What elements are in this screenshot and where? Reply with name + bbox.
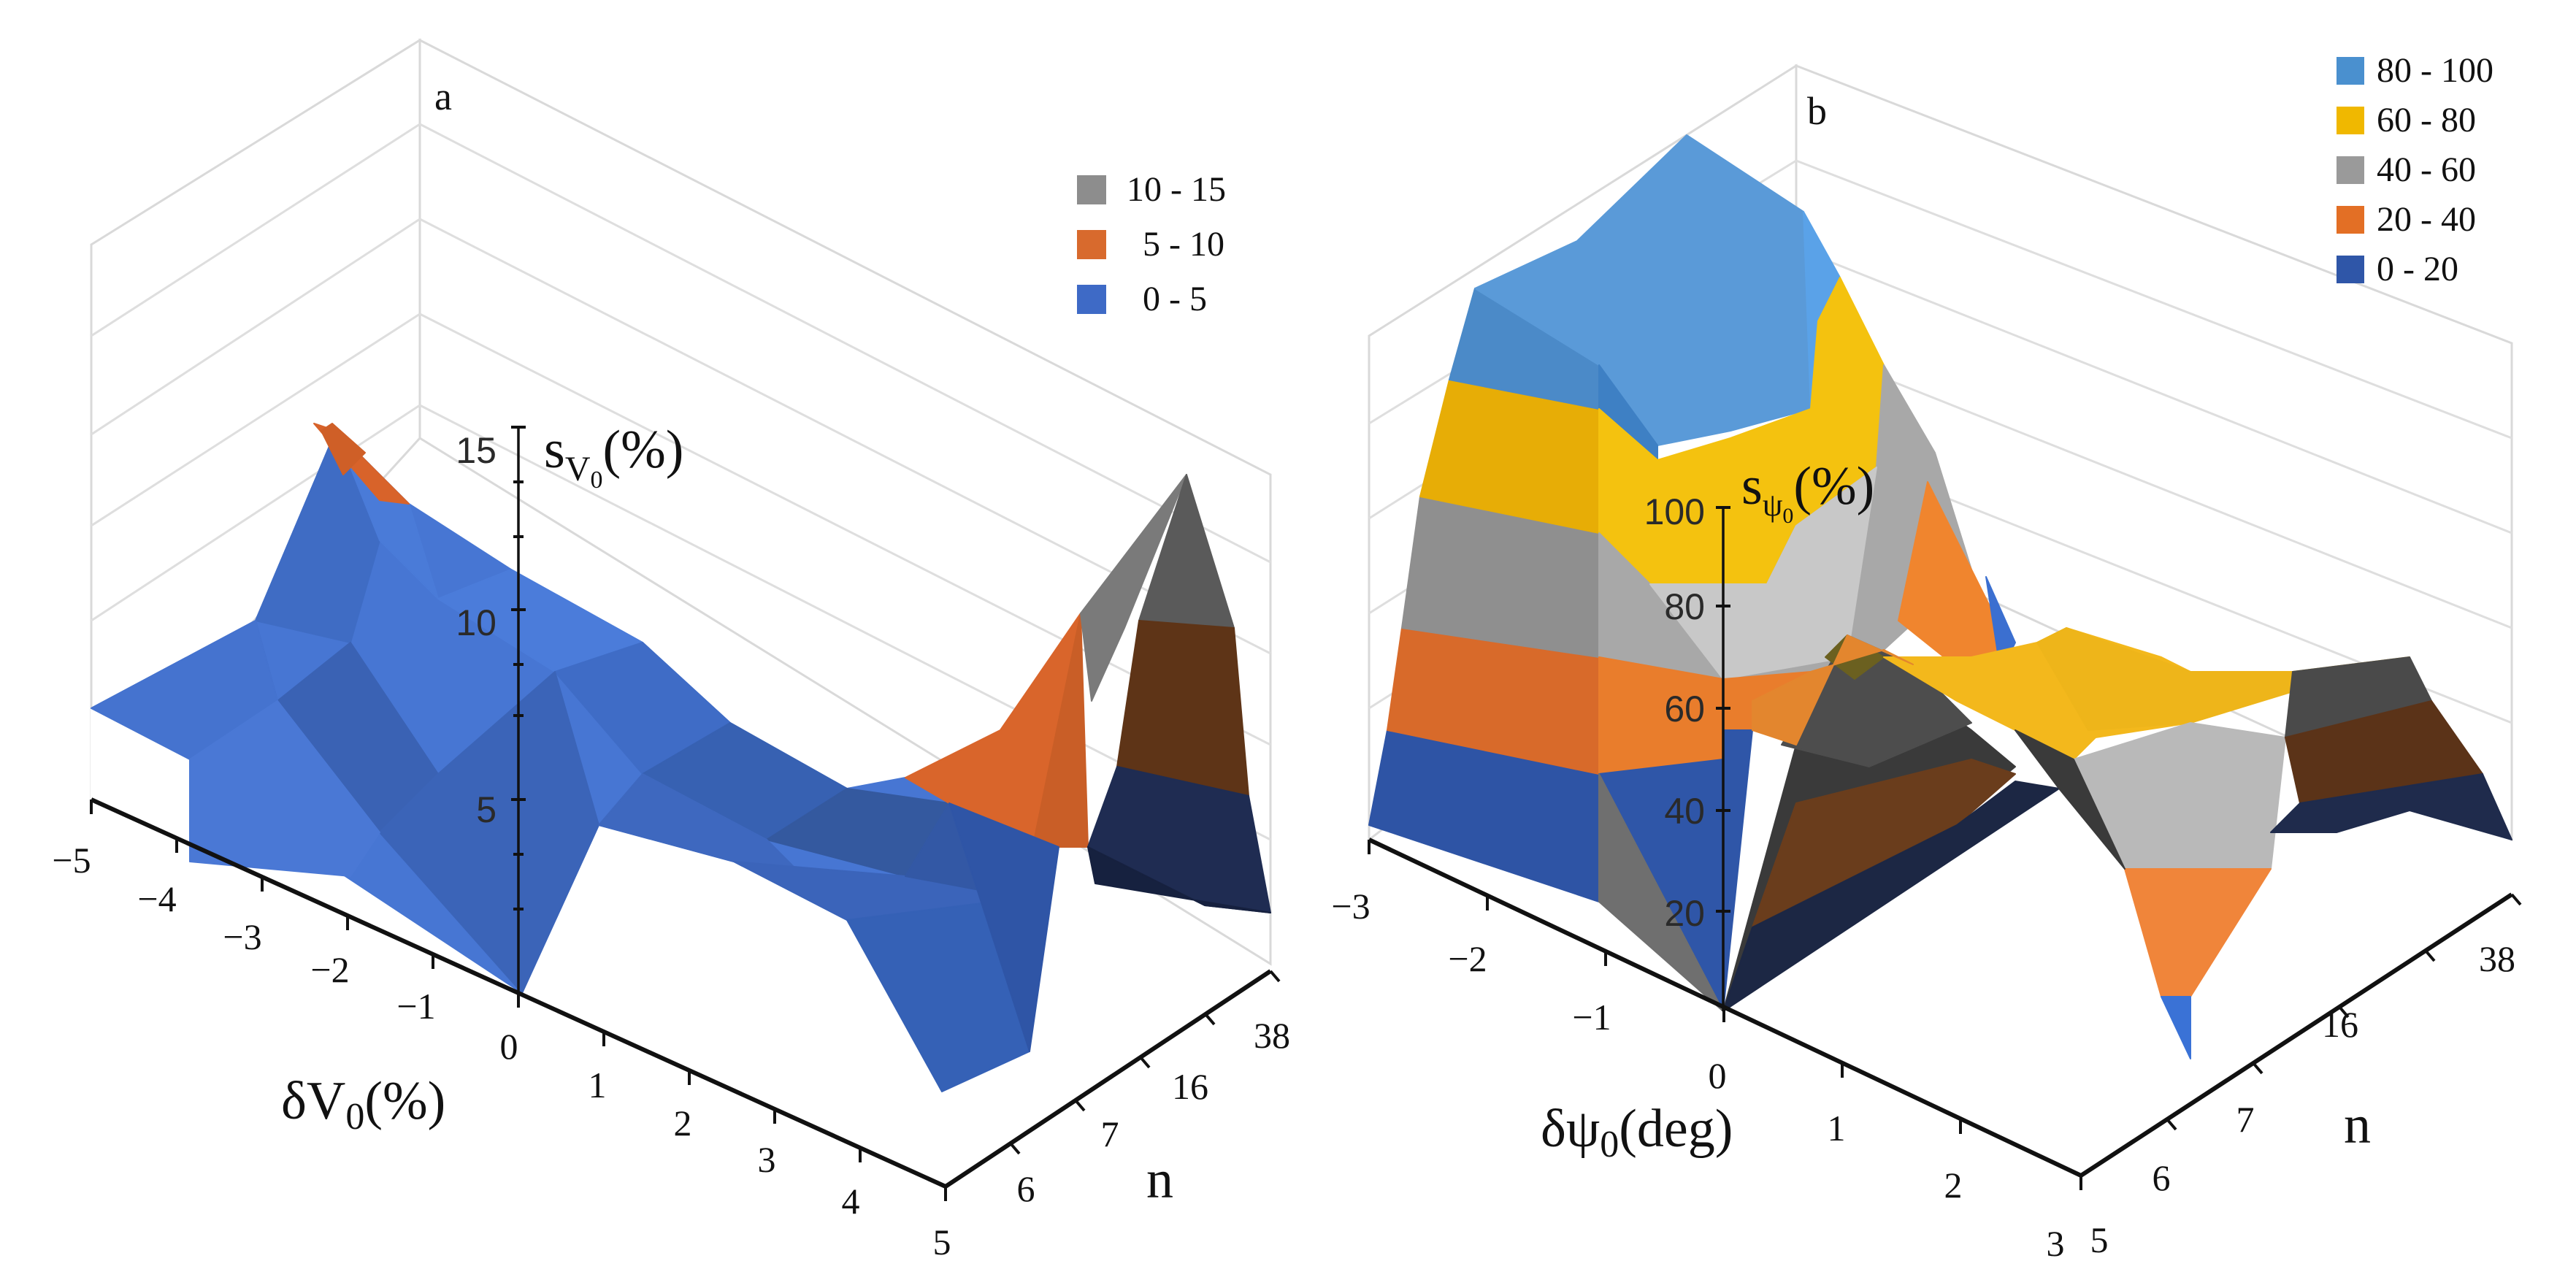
panel-b-z-tick: 80 [1664, 586, 1705, 627]
legend-a-label: 5 - 10 [1143, 225, 1224, 264]
panel-b-legend: 80 - 100 60 - 80 40 - 60 20 - 40 0 - 20 [2337, 51, 2493, 288]
panel-b-y-tick: 38 [2479, 938, 2515, 979]
legend-b-label: 0 - 20 [2377, 250, 2458, 288]
panel-a-x-label: δV0(%) [281, 1071, 445, 1138]
panel-b-z-tick: 100 [1644, 491, 1705, 532]
panel-a-x-tick: −5 [52, 840, 91, 881]
panel-b-floor-axes [1368, 837, 2522, 1190]
panel-b-y-tick: 16 [2322, 1004, 2358, 1045]
legend-a-swatch [1077, 285, 1106, 314]
panel-a-z-label: sV0(%) [544, 420, 683, 494]
panel-b-surface [1368, 134, 2512, 1059]
legend-b-item: 60 - 80 [2337, 101, 2476, 139]
panel-b-z-tick: 40 [1664, 791, 1705, 832]
surface-a-face [321, 423, 366, 475]
panel-a-x-tick: 5 [933, 1222, 951, 1262]
panel-b-x-tick: 2 [1944, 1165, 1963, 1205]
surface-a-face [379, 671, 599, 994]
surface-a-face [1080, 474, 1187, 702]
legend-b-item: 20 - 40 [2337, 200, 2476, 239]
panel-b-x-tickmarks [1368, 840, 2082, 1190]
panel-a-y-tick: 6 [1017, 1168, 1035, 1209]
panel-b-x-label: δψ0(deg) [1541, 1099, 1733, 1165]
legend-b-label: 40 - 60 [2377, 150, 2476, 189]
panel-b-y-tick: 6 [2153, 1157, 2171, 1198]
panel-a-x-tick: −2 [310, 949, 349, 990]
surface-b-face [2073, 722, 2286, 870]
panel-a-x-tick: −4 [137, 878, 176, 919]
surface-b-face [2161, 996, 2191, 1059]
panel-a-z-tick: 15 [456, 430, 497, 471]
legend-b-swatch [2337, 206, 2364, 234]
panel-a-surface [91, 423, 1271, 1092]
legend-a-item: 0 - 5 [1077, 280, 1207, 318]
legend-b-item: 80 - 100 [2337, 51, 2493, 90]
panel-a-right-wall [418, 38, 1272, 966]
panel-a-y-tick: 38 [1254, 1015, 1290, 1056]
legend-b-swatch [2337, 57, 2364, 85]
panel-a-z-tick: 10 [456, 602, 497, 643]
panel-b-y-label: n [2344, 1095, 2371, 1155]
surface-b-face [2270, 773, 2512, 840]
panel-a-letter: a [434, 74, 452, 118]
panel-a-y-tick: 16 [1172, 1066, 1208, 1107]
panel-b-y-tick: 7 [2236, 1099, 2255, 1140]
panel-a-x-tick: −1 [396, 986, 435, 1027]
panel-a-floor-axes [90, 797, 1281, 1201]
legend-b-label: 60 - 80 [2377, 101, 2476, 139]
surface-b-face [2124, 868, 2272, 997]
surface-b-face [1722, 781, 2060, 1012]
panel-b-z-axis [1716, 506, 1730, 1011]
panel-a-x-tick: 1 [589, 1065, 607, 1105]
panel-b-y-tick: 5 [2090, 1219, 2109, 1260]
panel-a-y-tick: 7 [1101, 1113, 1119, 1154]
panel-b-x-tick: −3 [1331, 886, 1370, 927]
panel-a-y-tickmarks [1009, 970, 1281, 1155]
legend-b-swatch [2337, 256, 2364, 283]
legend-a-item: 5 - 10 [1077, 225, 1224, 264]
panel-b-x-tick: 3 [2047, 1223, 2065, 1264]
legend-b-item: 40 - 60 [2337, 150, 2476, 189]
panel-b-y-tickmarks [2166, 893, 2522, 1131]
legend-a-item: 10 - 15 [1077, 170, 1226, 209]
panel-b-x-tick: −2 [1448, 938, 1487, 979]
panel-a-z-axis [511, 426, 526, 993]
panel-a-z-tick: 5 [476, 789, 497, 830]
legend-a-label: 0 - 5 [1143, 280, 1207, 318]
panel-b: 100 80 60 40 20 sψ0(%) [1331, 51, 2522, 1264]
panel-b-z-tick: 60 [1664, 689, 1705, 729]
surface-a-face [1087, 846, 1271, 913]
surface-b-face [1752, 635, 1914, 745]
panel-b-z-label: sψ0(%) [1741, 456, 1874, 528]
legend-b-swatch [2337, 156, 2364, 184]
legend-b-label: 80 - 100 [2377, 51, 2493, 90]
surface-a-face [1116, 620, 1249, 797]
legend-a-label: 10 - 15 [1127, 170, 1226, 209]
surface-b-face [1598, 773, 1724, 1012]
panel-a-x-tick: 2 [674, 1103, 692, 1143]
panel-a-x-tick: 3 [758, 1139, 776, 1180]
panel-a-y-label: n [1146, 1150, 1173, 1210]
panel-a: 15 10 5 sV0(%) [52, 38, 1290, 1262]
panel-b-x-tick: −1 [1572, 997, 1611, 1038]
panel-a-x-tickmarks [90, 800, 947, 1201]
legend-b-label: 20 - 40 [2377, 200, 2476, 239]
surface-a-face [948, 802, 1059, 1052]
legend-b-item: 0 - 20 [2337, 250, 2458, 288]
panel-b-x-tick: 0 [1709, 1055, 1727, 1096]
legend-a-swatch [1077, 230, 1106, 259]
surface-b-face [2015, 729, 2125, 870]
panel-b-x-tick: 1 [1828, 1108, 1846, 1149]
panel-a-x-tick: 0 [500, 1026, 518, 1067]
panel-a-legend: 10 - 15 5 - 10 0 - 5 [1077, 170, 1226, 318]
panel-a-x-tick: −3 [223, 916, 261, 957]
panel-a-x-tick: 4 [842, 1181, 860, 1222]
legend-b-swatch [2337, 107, 2364, 134]
legend-a-swatch [1077, 175, 1106, 204]
panel-b-letter: b [1807, 89, 1827, 133]
panel-b-z-tick: 20 [1664, 893, 1705, 934]
